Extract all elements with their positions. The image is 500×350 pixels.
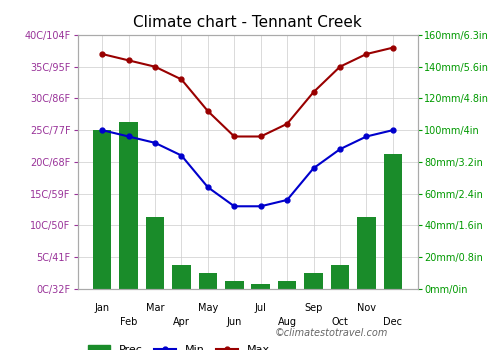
Bar [278, 281, 296, 289]
Text: Jan: Jan [94, 303, 110, 313]
Text: Apr: Apr [173, 316, 190, 327]
Bar [146, 217, 165, 289]
Bar [330, 265, 349, 289]
Bar [357, 217, 376, 289]
Text: Oct: Oct [332, 316, 348, 327]
Bar [93, 130, 112, 289]
Text: Mar: Mar [146, 303, 165, 313]
Bar [225, 281, 244, 289]
Bar [384, 154, 402, 289]
Bar [304, 273, 323, 289]
Text: Dec: Dec [384, 316, 402, 327]
Bar [172, 265, 191, 289]
Text: ©climatestotravel.com: ©climatestotravel.com [275, 328, 388, 338]
Legend: Prec, Min, Max: Prec, Min, Max [83, 340, 274, 350]
Text: May: May [198, 303, 218, 313]
Bar [198, 273, 217, 289]
Title: Climate chart - Tennant Creek: Climate chart - Tennant Creek [133, 15, 362, 30]
Text: Feb: Feb [120, 316, 138, 327]
Bar [252, 284, 270, 289]
Text: Aug: Aug [278, 316, 296, 327]
Bar [120, 122, 138, 289]
Text: Jul: Jul [255, 303, 266, 313]
Text: Sep: Sep [304, 303, 322, 313]
Text: Nov: Nov [357, 303, 376, 313]
Text: Jun: Jun [226, 316, 242, 327]
